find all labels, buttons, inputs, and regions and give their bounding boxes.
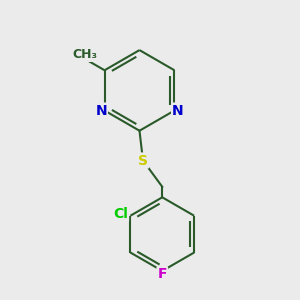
Text: F: F [158,267,167,281]
Text: N: N [172,103,184,118]
Text: S: S [138,154,148,167]
Text: Cl: Cl [113,207,128,221]
Text: N: N [95,103,107,118]
Text: CH₃: CH₃ [73,48,98,61]
